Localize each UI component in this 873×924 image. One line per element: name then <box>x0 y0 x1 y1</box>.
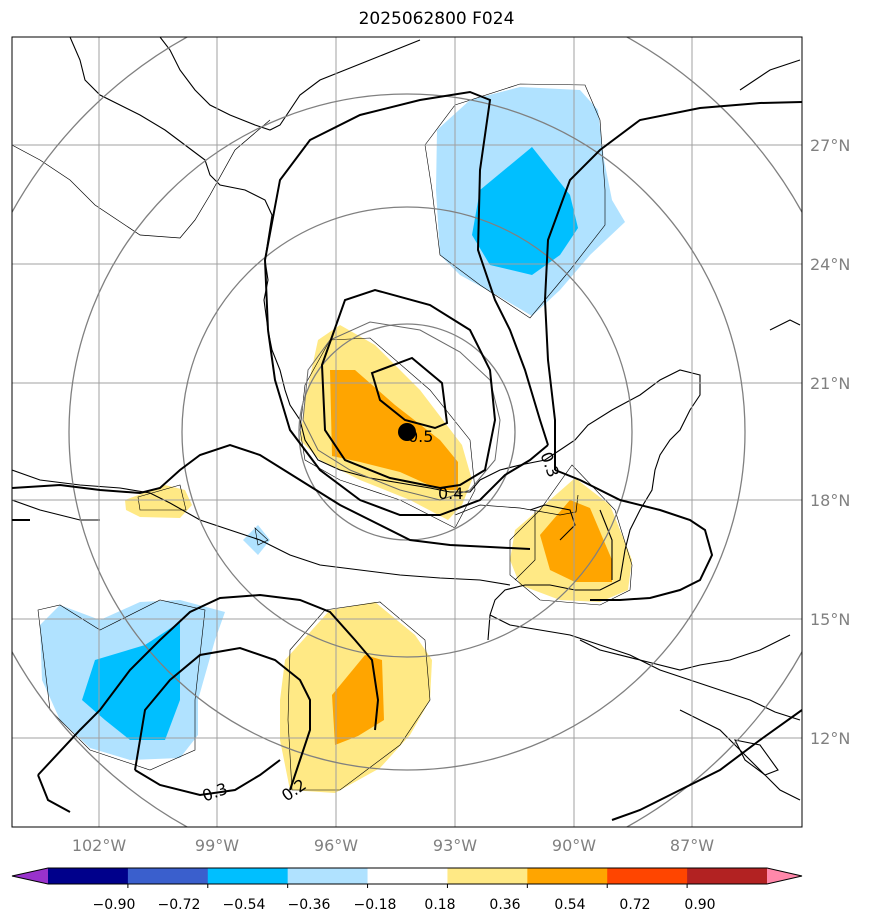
colorbar-tick: 0.72 <box>619 897 650 913</box>
colorbar-extend-high <box>767 868 802 884</box>
colorbar-swatch <box>207 868 289 884</box>
lat-label-18n: 18°N <box>810 491 850 510</box>
longitude-labels: 102°W 99°W 96°W 93°W 90°W 87°W <box>72 836 714 855</box>
colorbar-tick: 0.90 <box>684 897 715 913</box>
colorbar-tick-labels: −0.90 −0.72 −0.54 −0.36 −0.18 0.18 0.36 … <box>93 897 716 913</box>
map-frame <box>11 36 803 828</box>
colorbar-tick: −0.54 <box>223 897 266 913</box>
contour-label-04: 0.4 <box>438 484 463 503</box>
contour-label-05: 0.5 <box>408 427 433 446</box>
colorbar-swatch <box>607 868 688 884</box>
lat-label-12n: 12°N <box>810 729 850 748</box>
map-area: 0.5 0.4 0.3 0.3 0.2 <box>12 37 802 827</box>
colorbar-swatch <box>447 868 528 884</box>
colorbar-swatch <box>367 868 448 884</box>
range-rings <box>12 37 802 827</box>
lon-label-96w: 96°W <box>314 836 358 855</box>
colorbar-swatch <box>527 868 608 884</box>
lat-label-15n: 15°N <box>810 610 850 629</box>
colorbar-tick: 0.18 <box>424 897 455 913</box>
colorbar <box>11 867 803 888</box>
map-title: 2025062800 F024 <box>358 9 515 29</box>
shade-outlines <box>37 83 633 791</box>
lon-label-87w: 87°W <box>670 836 714 855</box>
colorbar-swatch <box>127 868 209 884</box>
lon-label-93w: 93°W <box>433 836 477 855</box>
lon-label-99w: 99°W <box>195 836 239 855</box>
colorbar-outline <box>11 867 803 885</box>
contour-label-03-east: 0.3 <box>537 449 564 479</box>
latitude-labels: 27°N 24°N 21°N 18°N 15°N 12°N <box>810 136 850 748</box>
colorbar-tick: 0.36 <box>489 897 520 913</box>
lon-label-90w: 90°W <box>552 836 596 855</box>
colorbar-swatch <box>48 868 129 884</box>
colorbar-tick: −0.72 <box>158 897 201 913</box>
lat-label-24n: 24°N <box>810 255 850 274</box>
lat-label-27n: 27°N <box>810 136 850 155</box>
colorbar-tick: −0.18 <box>354 897 397 913</box>
colorbar-tick: −0.90 <box>93 897 136 913</box>
bold-contours <box>12 90 802 821</box>
colorbar-tick: −0.36 <box>288 897 331 913</box>
storm-center-marker <box>398 423 416 441</box>
inner-contours <box>302 321 501 501</box>
border-lines <box>12 119 579 581</box>
colorbar-tick: 0.54 <box>554 897 585 913</box>
coastlines <box>12 37 801 801</box>
colorbar-swatch <box>287 868 369 884</box>
contour-label-03-south: 0.3 <box>200 779 230 806</box>
lon-label-102w: 102°W <box>72 836 127 855</box>
colorbar-swatch <box>687 868 768 884</box>
lat-label-21n: 21°N <box>810 374 850 393</box>
colorbar-extend-low <box>12 868 48 884</box>
graticule <box>12 37 802 827</box>
